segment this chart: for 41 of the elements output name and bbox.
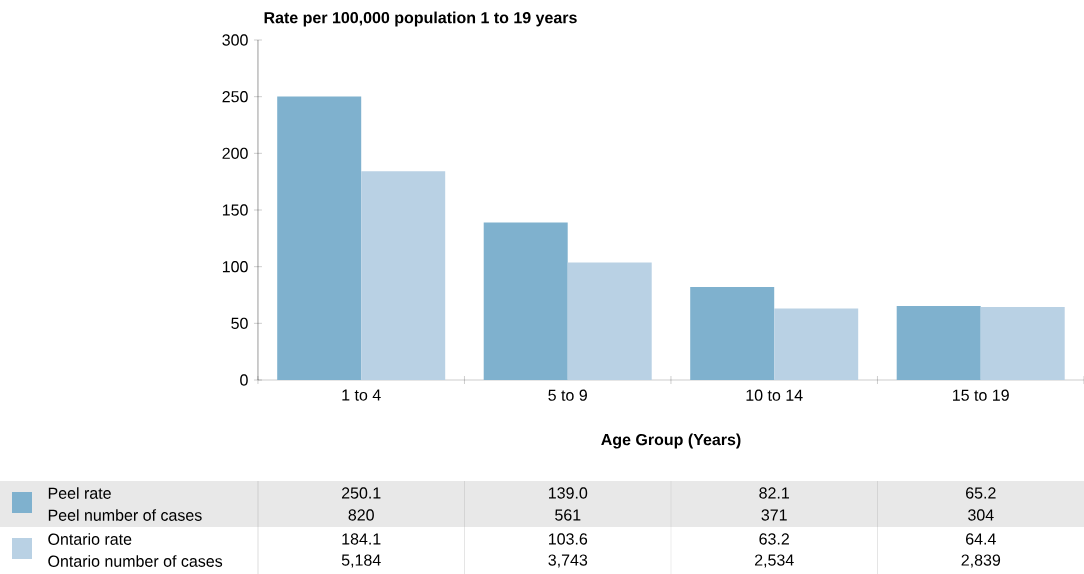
x-tick-label: 5 to 9 — [548, 389, 587, 401]
text: 820 — [348, 509, 374, 521]
text: Peel number of cases — [48, 509, 202, 521]
text: 5,184 — [341, 554, 381, 568]
text: 64.4 — [966, 533, 996, 545]
text: 82.1 — [759, 487, 789, 499]
text: 2,534 — [754, 554, 794, 568]
text: 3,743 — [548, 554, 588, 568]
text: 65.2 — [966, 487, 996, 499]
text: 184.1 — [342, 533, 381, 545]
x-tick-label: 1 to 4 — [342, 389, 381, 401]
x-tick-label: 10 to 14 — [746, 389, 803, 401]
text: 2,839 — [961, 554, 1001, 568]
bar — [361, 171, 446, 381]
y-tick-label: 200 — [222, 147, 248, 159]
legend-label: Ontario rate — [48, 533, 132, 545]
y-tick-label: 250 — [222, 91, 248, 103]
bar — [277, 96, 362, 381]
text: 371 — [761, 509, 787, 521]
text: 103.6 — [549, 533, 588, 545]
y-tick-label: 50 — [231, 317, 248, 329]
x-axis-title: Age Group (Years) — [601, 433, 741, 449]
y-tick-label: 300 — [222, 34, 248, 46]
bar — [483, 222, 568, 381]
text: Ontario number of cases — [48, 555, 223, 567]
bar — [567, 262, 652, 381]
text: 250.1 — [341, 487, 381, 499]
y-axis-title: Rate per 100,000 population 1 to 19 years — [264, 11, 577, 27]
y-tick-label: 100 — [222, 261, 248, 273]
bar — [690, 286, 775, 381]
text: 63.2 — [759, 533, 789, 545]
legend-label: Peel rate — [48, 487, 111, 499]
text: 304 — [968, 509, 994, 521]
text: 139.0 — [549, 487, 588, 499]
bar — [774, 308, 859, 381]
y-tick-label: 150 — [222, 204, 248, 216]
bar — [980, 307, 1065, 381]
text: 561 — [555, 509, 581, 521]
y-tick-label: 0 — [240, 374, 248, 386]
x-tick-label: 15 to 19 — [953, 389, 1009, 401]
bar — [896, 306, 981, 381]
